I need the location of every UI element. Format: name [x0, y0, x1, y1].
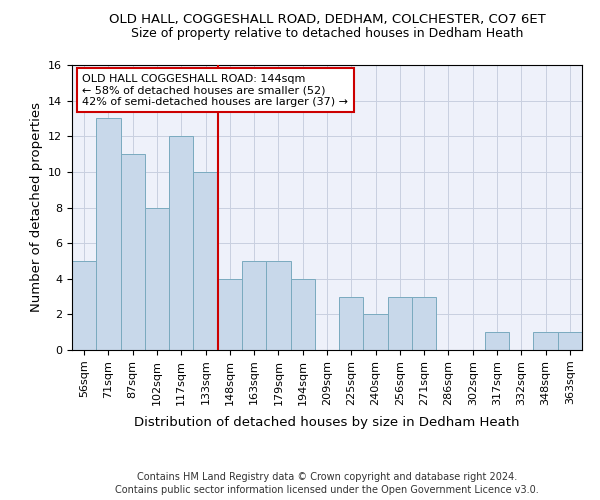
Bar — [266, 261, 290, 350]
Text: Contains HM Land Registry data © Crown copyright and database right 2024.: Contains HM Land Registry data © Crown c… — [137, 472, 517, 482]
Y-axis label: Number of detached properties: Number of detached properties — [29, 102, 43, 312]
Bar — [72, 261, 96, 350]
Bar — [558, 332, 582, 350]
Bar — [96, 118, 121, 350]
X-axis label: Distribution of detached houses by size in Dedham Heath: Distribution of detached houses by size … — [134, 416, 520, 429]
Bar — [145, 208, 169, 350]
Text: OLD HALL COGGESHALL ROAD: 144sqm
← 58% of detached houses are smaller (52)
42% o: OLD HALL COGGESHALL ROAD: 144sqm ← 58% o… — [82, 74, 348, 107]
Bar — [412, 296, 436, 350]
Text: Contains public sector information licensed under the Open Government Licence v3: Contains public sector information licen… — [115, 485, 539, 495]
Bar — [242, 261, 266, 350]
Bar — [121, 154, 145, 350]
Bar — [169, 136, 193, 350]
Bar — [388, 296, 412, 350]
Bar — [485, 332, 509, 350]
Bar — [533, 332, 558, 350]
Bar — [193, 172, 218, 350]
Bar — [218, 279, 242, 350]
Bar — [364, 314, 388, 350]
Bar — [290, 279, 315, 350]
Text: Size of property relative to detached houses in Dedham Heath: Size of property relative to detached ho… — [131, 28, 523, 40]
Bar — [339, 296, 364, 350]
Text: OLD HALL, COGGESHALL ROAD, DEDHAM, COLCHESTER, CO7 6ET: OLD HALL, COGGESHALL ROAD, DEDHAM, COLCH… — [109, 12, 545, 26]
